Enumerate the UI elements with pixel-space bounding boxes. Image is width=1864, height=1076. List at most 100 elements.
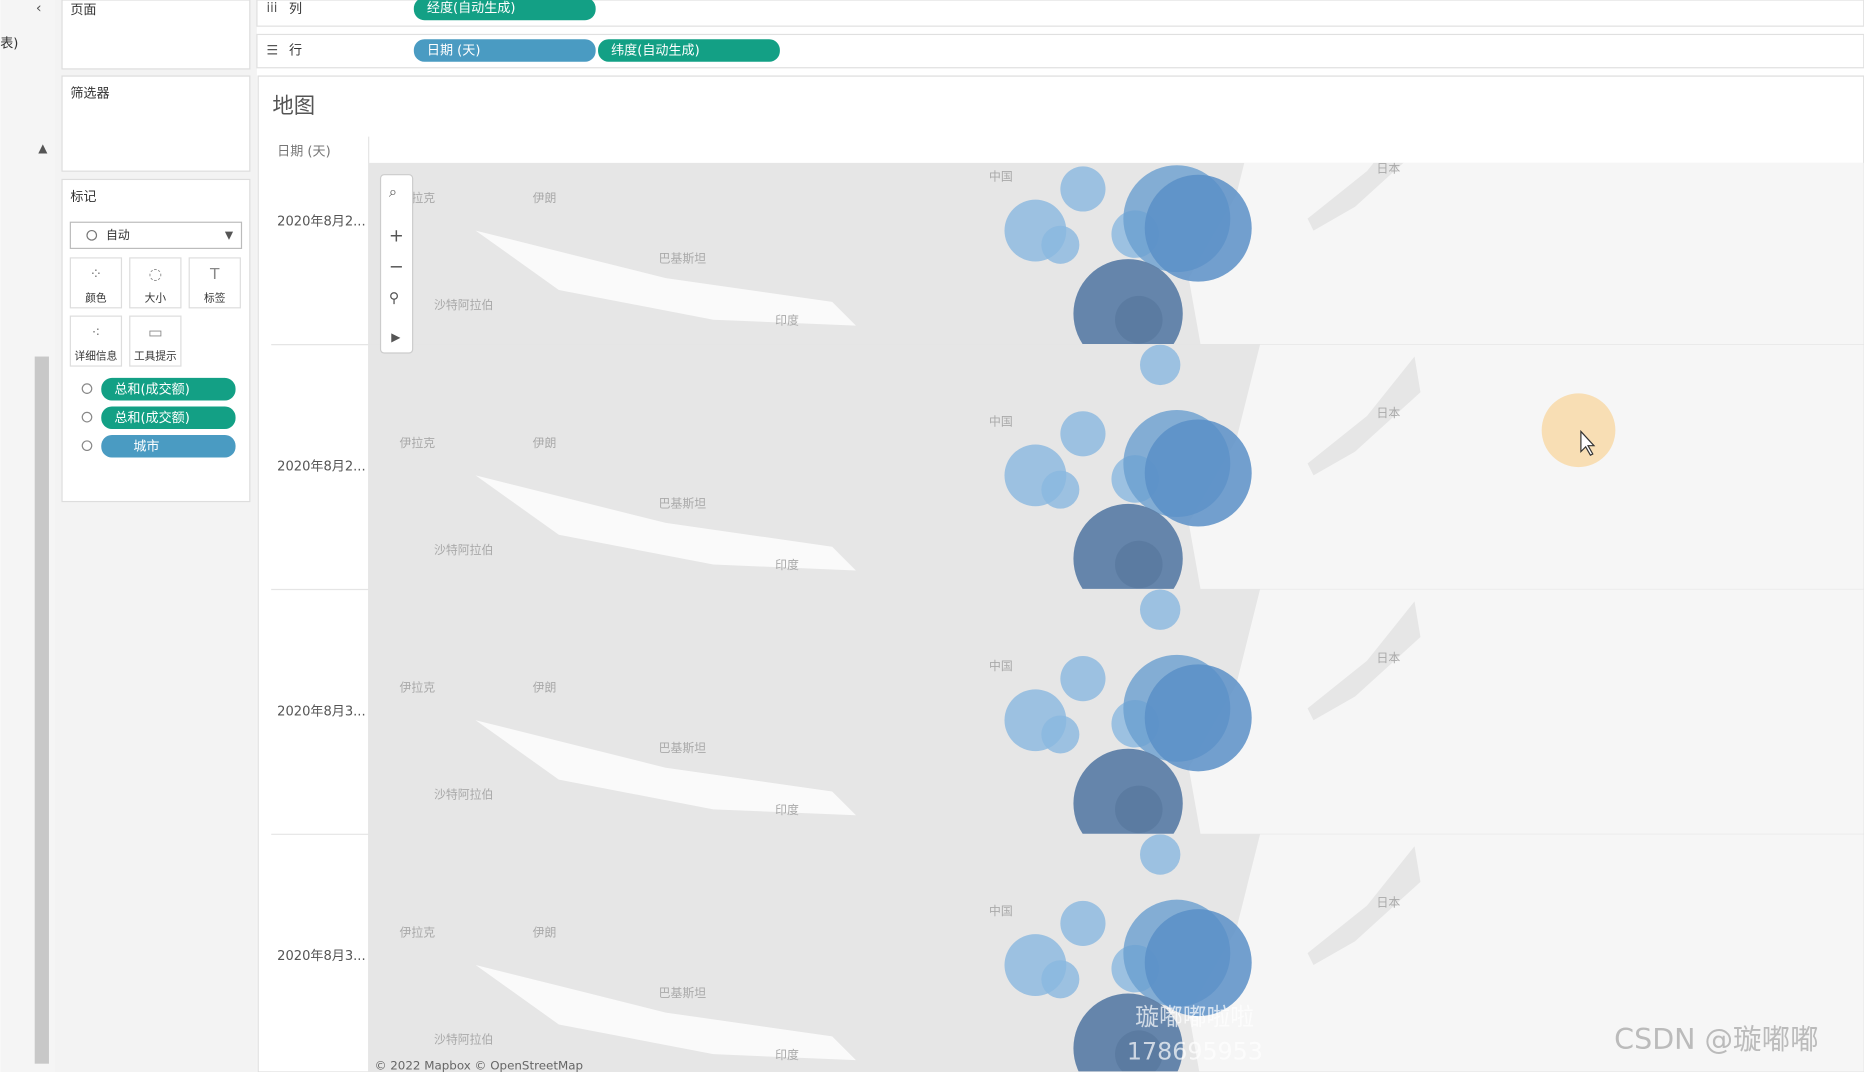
mark-type-label: 自动 <box>106 228 130 242</box>
map-gulf <box>475 475 856 571</box>
pages-title: 页面 <box>70 3 96 18</box>
pill[interactable] <box>413 39 596 62</box>
map-label: 印度 <box>775 558 799 572</box>
map-japan <box>1307 356 1421 476</box>
map-japan <box>1307 601 1421 721</box>
field-pill[interactable] <box>101 406 236 430</box>
mark-buttons: ⁘ 颜色 ◌ 大小 T 标签 ⁖ 详细信息 ▭ 工具提示 <box>69 257 241 367</box>
pill-label: 纬度(自动生成) <box>611 43 700 59</box>
mark-icon <box>86 229 98 241</box>
bubble <box>1115 785 1163 834</box>
row-label: 2020年8月3... <box>277 704 365 719</box>
bubble <box>1041 715 1080 754</box>
map-label: 沙特阿拉伯 <box>434 298 493 312</box>
mark-button[interactable] <box>69 315 123 367</box>
expand[interactable]: ▶ <box>391 330 401 344</box>
map-label: 伊朗 <box>533 436 557 450</box>
map-label: 沙特阿拉伯 <box>434 543 493 557</box>
panes <box>54 0 257 1072</box>
field-label: 总和(成交额) <box>114 410 190 426</box>
map-gulf <box>475 720 856 816</box>
map-label: 伊朗 <box>533 925 557 939</box>
button-label: 颜色 <box>85 291 107 304</box>
button-label: 详细信息 <box>75 350 118 363</box>
map-japan <box>1307 846 1421 966</box>
attribution: © 2022 Mapbox © OpenStreetMap <box>375 1059 583 1072</box>
pill[interactable] <box>598 39 780 62</box>
map-label: 日本 <box>1376 161 1400 175</box>
button-label: 大小 <box>145 291 167 304</box>
map-label: 日本 <box>1376 406 1400 420</box>
field-pill[interactable] <box>101 377 236 401</box>
zoom-in[interactable]: + <box>389 226 404 247</box>
filters-card <box>61 75 251 172</box>
map-label: 印度 <box>775 1048 799 1062</box>
map-label: 伊拉克 <box>400 436 436 450</box>
map-label: 伊拉克 <box>400 925 436 939</box>
map-label: 印度 <box>775 313 799 327</box>
dropdown[interactable]: ▼ <box>225 228 234 241</box>
filters-title: 筛选器 <box>70 86 109 101</box>
scrollbar[interactable] <box>34 356 49 1064</box>
csdn-watermark: CSDN @璇嘟嘟 <box>1614 1023 1818 1056</box>
pill-label: 经度(自动生成) <box>427 0 516 16</box>
pill[interactable] <box>413 0 596 21</box>
row-label: 2020年8月2... <box>277 215 365 230</box>
map-label: 巴基斯坦 <box>659 986 707 1000</box>
mark-type[interactable] <box>69 221 243 249</box>
mark-button[interactable] <box>129 315 182 367</box>
map-sea <box>1188 162 1864 345</box>
field-pill[interactable] <box>101 434 236 458</box>
mark-button[interactable] <box>69 257 123 309</box>
map-sea <box>1188 834 1864 1072</box>
row-header: 日期 (天) <box>277 145 331 160</box>
map-japan <box>1307 162 1404 231</box>
field-icon <box>81 440 93 452</box>
button-icon: ⁘ <box>89 265 102 283</box>
view-title: 地图 <box>272 94 315 119</box>
scroll-up[interactable]: ▲ <box>38 141 48 155</box>
bubble <box>1060 166 1106 212</box>
mark-button[interactable] <box>188 257 241 309</box>
map-label: 伊朗 <box>533 191 557 205</box>
field-icon <box>81 383 93 394</box>
button-label: 标签 <box>204 291 226 304</box>
pin[interactable]: ⚲ <box>389 290 399 306</box>
map-label: 日本 <box>1376 651 1400 665</box>
bubble <box>1144 664 1252 772</box>
pages-card <box>61 0 251 70</box>
watermark: 璇嘟嘟啦啦 <box>1135 1003 1254 1031</box>
bubble <box>1115 540 1163 589</box>
button-icon: T <box>209 265 220 283</box>
map-label: 中国 <box>989 414 1013 428</box>
marks-title: 标记 <box>70 190 96 205</box>
button-icon: ▭ <box>148 323 163 341</box>
bubble <box>1115 1030 1163 1072</box>
mark-button[interactable] <box>129 257 182 309</box>
map-label: 沙特阿拉伯 <box>434 788 493 802</box>
row-label: 2020年8月2... <box>277 460 365 475</box>
map-label: 伊拉克 <box>400 681 436 695</box>
pill-label: 日期 (天) <box>427 44 481 59</box>
map-label: 巴基斯坦 <box>659 252 707 266</box>
bubble <box>1115 295 1163 344</box>
bubble <box>1060 656 1106 702</box>
bubble <box>1139 589 1181 630</box>
collapse[interactable]: ‹ <box>36 0 42 16</box>
map-label: 日本 <box>1376 896 1400 910</box>
map-toolbar <box>379 174 414 354</box>
cursor-highlight <box>1541 393 1616 468</box>
zoom-out[interactable]: − <box>389 256 404 277</box>
rows-label: 行 <box>289 44 302 59</box>
bubble <box>1060 411 1106 457</box>
watermark: 178695953 <box>1127 1037 1263 1065</box>
search[interactable]: ⌕ <box>389 185 397 201</box>
columns-label: 列 <box>289 2 302 17</box>
map-label: 巴基斯坦 <box>659 741 707 755</box>
